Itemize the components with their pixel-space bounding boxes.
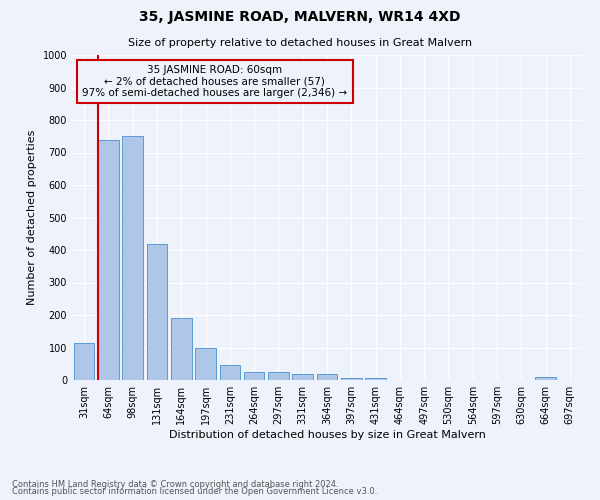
Bar: [535, 378, 556, 380]
X-axis label: Distribution of detached houses by size in Great Malvern: Distribution of detached houses by size …: [169, 430, 485, 440]
Text: 35 JASMINE ROAD: 60sqm
← 2% of detached houses are smaller (57)
97% of semi-deta: 35 JASMINE ROAD: 60sqm ← 2% of detached …: [82, 64, 347, 98]
Text: Size of property relative to detached houses in Great Malvern: Size of property relative to detached ho…: [128, 38, 472, 48]
Bar: [268, 372, 289, 380]
Bar: [317, 374, 337, 380]
Bar: [195, 348, 216, 380]
Bar: [220, 366, 240, 380]
Bar: [146, 244, 167, 380]
Bar: [292, 374, 313, 380]
Bar: [122, 136, 143, 380]
Bar: [74, 344, 94, 380]
Bar: [98, 140, 119, 380]
Text: Contains public sector information licensed under the Open Government Licence v3: Contains public sector information licen…: [12, 487, 377, 496]
Text: 35, JASMINE ROAD, MALVERN, WR14 4XD: 35, JASMINE ROAD, MALVERN, WR14 4XD: [139, 10, 461, 24]
Bar: [171, 318, 191, 380]
Text: Contains HM Land Registry data © Crown copyright and database right 2024.: Contains HM Land Registry data © Crown c…: [12, 480, 338, 489]
Bar: [365, 378, 386, 380]
Bar: [244, 372, 265, 380]
Bar: [341, 378, 362, 380]
Y-axis label: Number of detached properties: Number of detached properties: [27, 130, 37, 305]
